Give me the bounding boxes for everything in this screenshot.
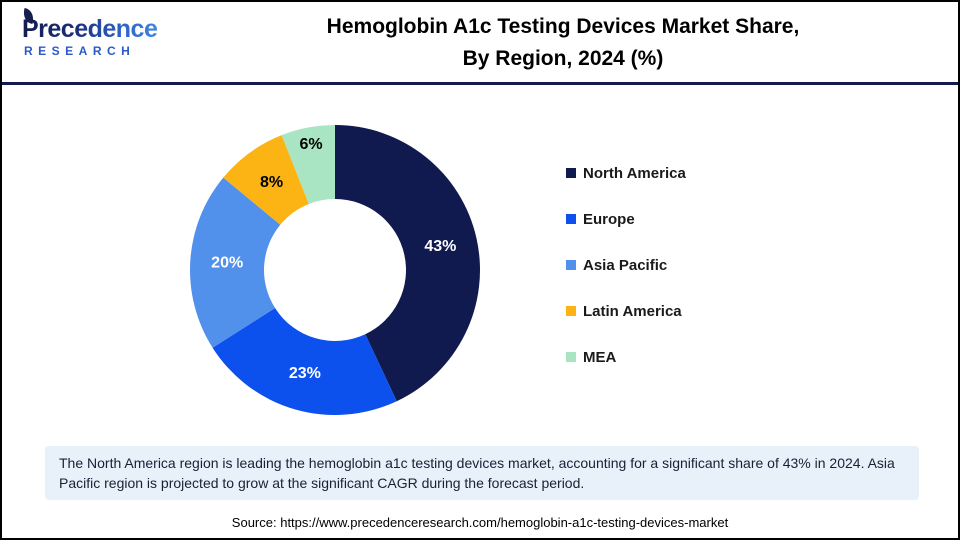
legend-label-latin-america: Latin America (583, 302, 682, 320)
summary-note-text: The North America region is leading the … (59, 455, 895, 491)
slice-label-mea: 6% (299, 136, 322, 153)
pie-slice-latin-america (223, 135, 309, 225)
legend-swatch-mea (566, 352, 576, 362)
donut-chart: 43% 23% 20% 8% 6% (185, 120, 485, 420)
pie-slice-europe (212, 308, 397, 416)
legend-label-mea: MEA (583, 348, 617, 366)
pie-slice-north-america (335, 125, 481, 402)
pie-slice-mea (281, 125, 335, 204)
chart-title: Hemoglobin A1c Testing Devices Market Sh… (170, 11, 956, 75)
legend-label-europe: Europe (583, 210, 635, 228)
precedence-research-logo: Precedence RESEARCH (21, 8, 172, 58)
legend-item-latin-america: Latin America (566, 301, 686, 321)
logo-subtitle: RESEARCH (24, 44, 136, 58)
pie-slice-asia-pacific (190, 177, 281, 348)
legend-item-north-america: North America (566, 163, 686, 183)
legend-label-north-america: North America (583, 164, 686, 182)
legend-item-europe: Europe (566, 209, 686, 229)
logo-wordmark: Precedence (22, 15, 158, 43)
header-divider (2, 82, 958, 85)
slice-label-europe: 23% (289, 365, 321, 382)
legend-swatch-north-america (566, 168, 576, 178)
source-line: Source: https://www.precedenceresearch.c… (231, 515, 729, 530)
chart-title-line1: Hemoglobin A1c Testing Devices Market Sh… (326, 15, 800, 38)
legend-swatch-latin-america (566, 306, 576, 316)
slice-label-asia-pacific: 20% (211, 255, 243, 272)
legend-swatch-europe (566, 214, 576, 224)
slice-label-latin-america: 8% (260, 174, 283, 191)
slice-label-north-america: 43% (424, 238, 456, 255)
chart-legend: North America Europe Asia Pacific Latin Ame… (566, 163, 686, 393)
legend-label-asia-pacific: Asia Pacific (583, 256, 668, 274)
header: Precedence RESEARCH Hemoglobin A1c Testi… (2, 2, 958, 82)
chart-title-line2: By Region, 2024 (%) (462, 47, 664, 70)
summary-note-box: The North America region is leading the … (45, 446, 919, 500)
legend-swatch-asia-pacific (566, 260, 576, 270)
legend-item-asia-pacific: Asia Pacific (566, 255, 686, 275)
donut-chart-svg: 43% 23% 20% 8% 6% (190, 125, 481, 416)
legend-item-mea: MEA (566, 347, 686, 367)
